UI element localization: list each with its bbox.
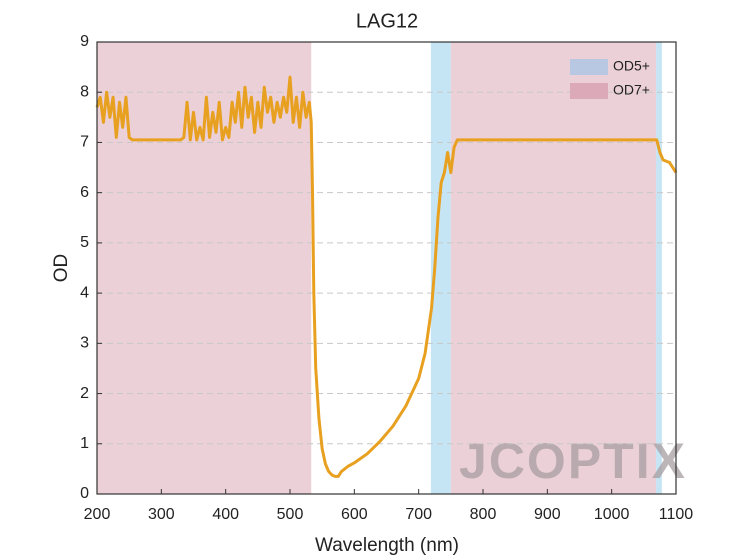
- od-band: [656, 42, 662, 494]
- od-band: [450, 42, 657, 494]
- x-tick-label: 900: [534, 506, 561, 523]
- y-tick-label: 1: [80, 435, 89, 452]
- x-tick-label: 500: [277, 506, 304, 523]
- y-tick-label: 0: [80, 485, 89, 502]
- legend-label: OD7+: [613, 82, 650, 98]
- y-tick-label: 6: [80, 184, 89, 201]
- y-tick-label: 3: [80, 335, 89, 352]
- x-tick-label: 600: [341, 506, 368, 523]
- y-tick-label: 4: [80, 284, 89, 301]
- legend-label: OD5+: [613, 58, 650, 74]
- x-tick-label: 1000: [594, 506, 630, 523]
- legend-swatch: [570, 59, 608, 75]
- x-tick-label: 200: [84, 506, 111, 523]
- x-tick-label: 700: [405, 506, 432, 523]
- x-tick-label: 1100: [659, 506, 694, 523]
- y-tick-label: 9: [80, 33, 89, 50]
- od-curve: [95, 75, 678, 478]
- y-tick-label: 7: [80, 134, 89, 151]
- x-tick-label: 400: [212, 506, 239, 523]
- legend-swatch: [570, 83, 608, 99]
- x-axis-label: Wavelength (nm): [315, 535, 459, 556]
- y-axis-label: OD: [51, 254, 72, 283]
- watermark: JCOPTIX: [459, 433, 687, 489]
- y-tick-label: 2: [80, 385, 89, 402]
- x-tick-label: 300: [148, 506, 175, 523]
- x-tick-label: 800: [470, 506, 497, 523]
- y-tick-label: 5: [80, 234, 89, 251]
- y-tick-label: 8: [80, 83, 89, 100]
- plot-frame: [96, 41, 677, 495]
- chart-title: LAG12: [356, 10, 418, 32]
